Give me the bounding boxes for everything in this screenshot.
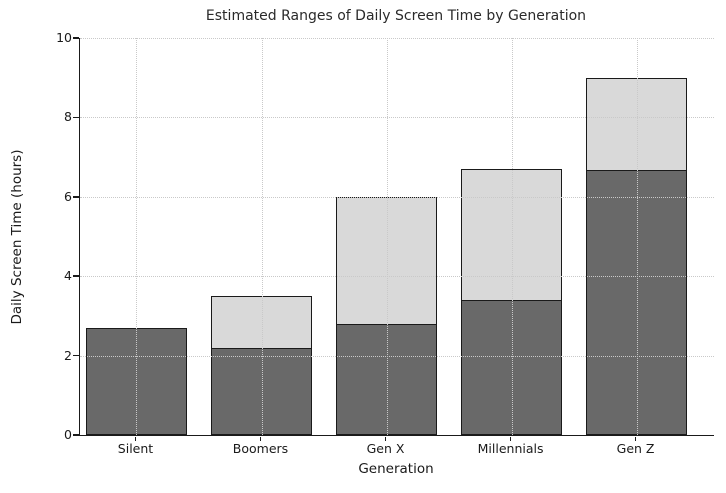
bar-gen-x-lower-segment: [337, 323, 437, 434]
y-tick-mark-6: [73, 196, 79, 198]
y-tick-label-4: 4: [64, 268, 72, 284]
x-tick-mark-silent: [134, 436, 137, 441]
y-tick-label-8: 8: [64, 109, 72, 125]
x-tick-label-gen-z: Gen Z: [616, 441, 655, 456]
plot-area: [79, 38, 714, 436]
chart-title: Estimated Ranges of Daily Screen Time by…: [205, 8, 587, 24]
x-tick-label-gen-x: Gen X: [366, 441, 405, 456]
bar-millennials-lower-segment: [462, 300, 562, 434]
x-tick-mark-millennials: [509, 436, 512, 441]
y-tick-mark-0: [73, 434, 79, 436]
gridline-y-6: [80, 196, 714, 198]
x-tick-label-boomers: Boomers: [232, 441, 289, 456]
x-tick-mark-gen-x: [384, 436, 387, 441]
gridline-y-8: [80, 117, 714, 119]
bar-millennials: [461, 169, 563, 435]
bar-silent: [85, 327, 187, 435]
y-tick-mark-10: [73, 37, 79, 39]
gridline-y-2: [80, 355, 714, 357]
gridline-x-silent: [136, 38, 138, 435]
x-tick-mark-boomers: [259, 436, 262, 441]
bar-gen-z: [586, 77, 688, 435]
x-tick-label-millennials: Millennials: [477, 441, 544, 456]
gridline-x-boomers: [261, 38, 263, 435]
x-tick-label-silent: Silent: [117, 441, 154, 456]
y-tick-mark-8: [73, 116, 79, 119]
gridline-x-gen-x: [386, 38, 388, 435]
gridline-y-4: [80, 276, 714, 278]
y-tick-mark-4: [73, 275, 79, 277]
bar-gen-x: [336, 196, 438, 435]
y-tick-mark-2: [73, 354, 79, 357]
y-axis-label: Daily Screen Time (hours): [9, 149, 25, 325]
y-tick-label-0: 0: [64, 427, 72, 442]
gridline-x-millennials: [511, 38, 513, 435]
x-axis-label: Generation: [358, 461, 434, 477]
gridline-y-10: [80, 38, 714, 39]
bar-gen-z-lower-segment: [587, 169, 687, 434]
gridline-x-gen-z: [636, 38, 638, 435]
y-tick-label-2: 2: [64, 347, 72, 363]
y-tick-label-6: 6: [64, 188, 72, 204]
x-tick-mark-gen-z: [634, 436, 637, 441]
y-tick-label-10: 10: [56, 30, 72, 45]
